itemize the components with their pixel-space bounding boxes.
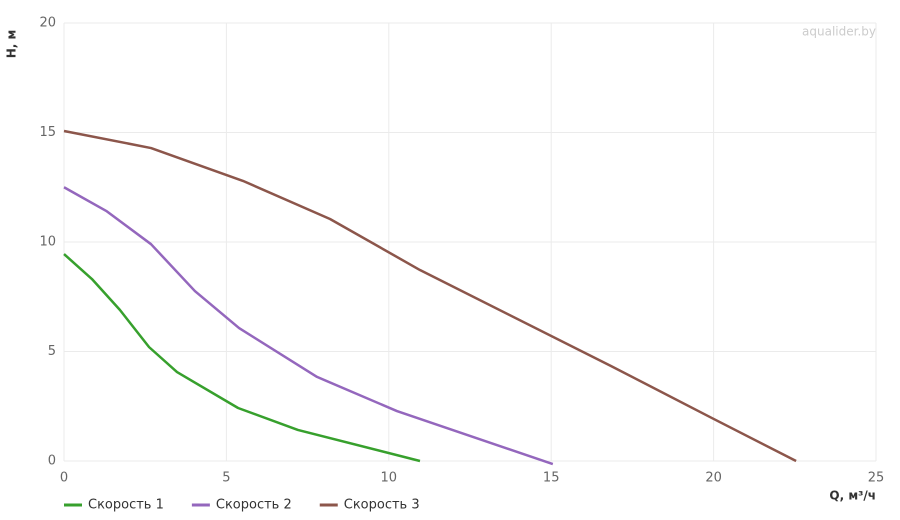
y-tick-label: 10 bbox=[39, 235, 56, 250]
legend-label: Скорость 2 bbox=[216, 498, 292, 513]
series-line bbox=[63, 186, 554, 466]
series-line bbox=[63, 253, 421, 463]
x-tick-label: 20 bbox=[705, 471, 722, 486]
legend-label: Скорость 3 bbox=[344, 498, 420, 513]
watermark: aqualider.by bbox=[802, 25, 876, 39]
x-tick-label: 0 bbox=[60, 471, 68, 486]
series-line bbox=[63, 129, 797, 463]
x-tick-label: 25 bbox=[868, 471, 885, 486]
y-tick-label: 5 bbox=[48, 344, 56, 359]
x-tick-label: 15 bbox=[543, 471, 560, 486]
y-tick-label: 20 bbox=[39, 16, 56, 31]
x-axis-title: Q, м³/ч bbox=[829, 489, 876, 503]
x-tick-label: 5 bbox=[222, 471, 230, 486]
y-axis-title: H, м bbox=[5, 30, 19, 59]
x-tick-label: 10 bbox=[381, 471, 398, 486]
y-tick-label: 15 bbox=[39, 125, 56, 140]
y-tick-label: 0 bbox=[48, 454, 56, 469]
legend-label: Скорость 1 bbox=[88, 498, 164, 513]
